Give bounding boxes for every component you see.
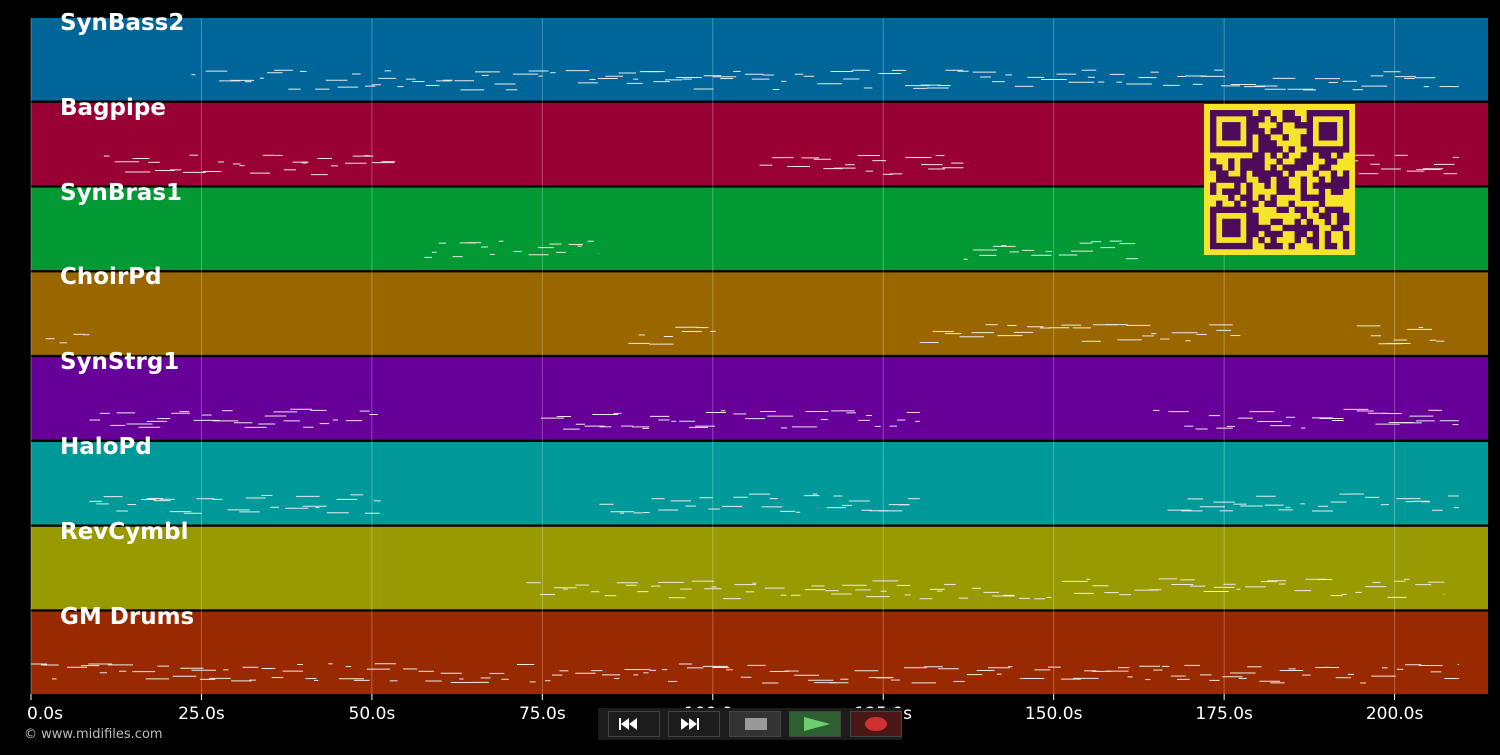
stop-icon — [745, 718, 767, 730]
track-lane — [31, 272, 1488, 355]
track-notes — [191, 69, 1459, 91]
copyright-text: © www.midifiles.com — [24, 727, 163, 742]
track-name: SynStrg1 — [60, 349, 180, 376]
transport-controls — [598, 708, 902, 740]
rewind-icon — [619, 718, 637, 730]
track-lane — [31, 18, 1488, 101]
rewind-button[interactable] — [608, 711, 660, 737]
fast-forward-button[interactable] — [668, 711, 720, 737]
time-tick-label: 150.0s — [1024, 704, 1083, 724]
play-button[interactable] — [789, 711, 841, 737]
stop-button[interactable] — [729, 711, 781, 737]
track-lane — [31, 611, 1488, 695]
time-tick-label: 0.0s — [27, 704, 63, 724]
time-tick-label: 175.0s — [1195, 704, 1253, 724]
time-tick-label: 25.0s — [178, 704, 225, 724]
track-lane — [31, 526, 1488, 610]
track-notes — [526, 578, 1445, 600]
fast-forward-icon — [681, 718, 699, 730]
qr-code-image — [1204, 104, 1355, 255]
track-notes — [424, 240, 1139, 260]
track-notes — [31, 663, 1459, 684]
track-name: SynBass2 — [60, 10, 185, 36]
track-name: GM Drums — [60, 603, 195, 630]
time-tick-label: 75.0s — [518, 704, 566, 724]
time-tick-label: 200.0s — [1365, 704, 1424, 724]
track-notes — [89, 493, 1459, 514]
play-icon — [804, 717, 830, 731]
track-lane — [31, 357, 1488, 440]
time-tick-label: 50.0s — [348, 704, 396, 724]
track-name: ChoirPd — [60, 264, 162, 291]
track-name: Bagpipe — [60, 94, 166, 121]
qr-code-pattern — [1204, 104, 1355, 255]
record-button[interactable] — [850, 711, 902, 737]
track-name: RevCymbl — [60, 518, 189, 545]
record-icon — [865, 717, 887, 731]
track-notes — [45, 324, 1445, 345]
track-notes — [89, 408, 1459, 430]
track-name: HaloPd — [60, 434, 152, 460]
track-lane — [31, 442, 1488, 525]
track-name: SynBras1 — [60, 179, 183, 206]
